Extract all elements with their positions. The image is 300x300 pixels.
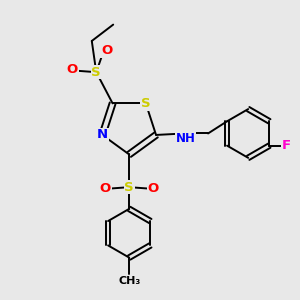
Text: S: S <box>92 66 101 79</box>
Text: O: O <box>67 63 78 76</box>
Text: O: O <box>101 44 112 57</box>
Text: NH: NH <box>176 132 196 145</box>
Text: O: O <box>100 182 111 195</box>
Text: F: F <box>282 139 291 152</box>
Text: S: S <box>141 97 151 110</box>
Text: CH₃: CH₃ <box>118 276 140 286</box>
Text: N: N <box>97 128 108 141</box>
Text: O: O <box>147 182 159 195</box>
Text: S: S <box>124 181 134 194</box>
